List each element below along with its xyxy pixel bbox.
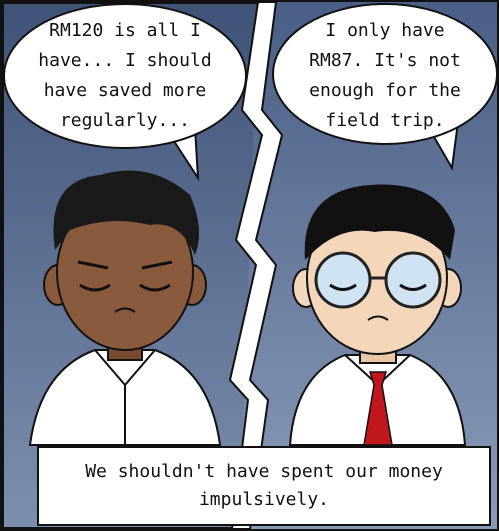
speech-text: have... I should <box>38 50 211 71</box>
speech-text: enough for the <box>309 80 461 101</box>
caption-box <box>38 447 490 525</box>
speech-text: RM120 is all I <box>49 20 201 41</box>
comic-panel: RM120 is all I have... I should have saved… <box>0 0 499 531</box>
caption-text: impulsively. <box>199 489 329 510</box>
page: RM120 is all I have... I should have saved… <box>0 0 499 531</box>
speech-text: RM87. It's not <box>309 50 461 71</box>
caption-text: We shouldn't have spent our money <box>85 461 443 482</box>
speech-text: have saved more <box>44 80 207 101</box>
speech-text: I only have <box>325 20 444 41</box>
right-boy <box>290 185 465 445</box>
speech-text: regularly... <box>60 110 190 131</box>
speech-text: field trip. <box>325 110 444 131</box>
